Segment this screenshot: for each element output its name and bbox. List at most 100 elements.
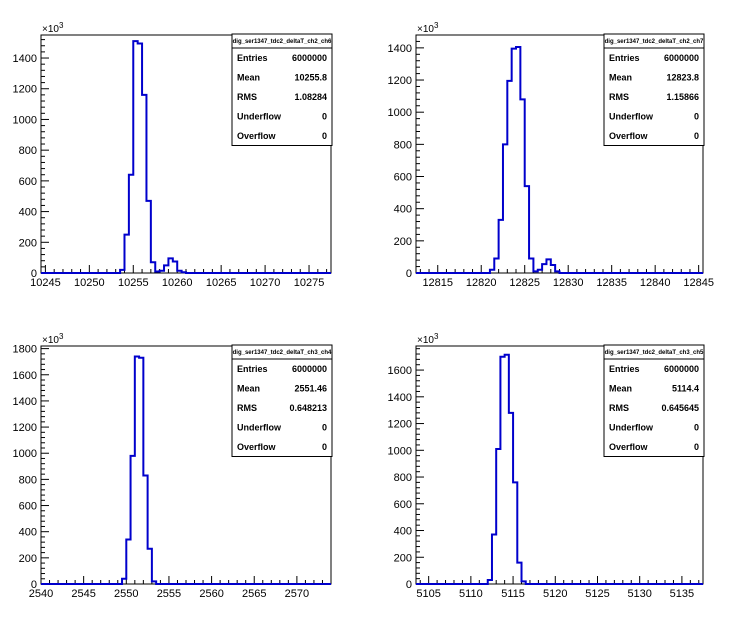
- y-tick-label: 0: [31, 579, 37, 591]
- y-tick-label: 0: [31, 268, 37, 280]
- y-tick-label: 800: [19, 474, 37, 486]
- y-exponent-power: 3: [434, 332, 439, 341]
- x-tick-label: 2570: [285, 588, 309, 600]
- y-tick-label: 400: [19, 207, 37, 219]
- x-tick-label: 12835: [596, 277, 627, 289]
- stats-title: dig_ser1347_tdc2_deltaT_ch2_ch7: [605, 39, 704, 45]
- x-tick-label: 2560: [199, 588, 223, 600]
- y-tick-label: 400: [394, 526, 412, 538]
- histogram-panel-1: 10245 10250 10255 10260 10265 10270 10275 0 200 4…: [13, 21, 333, 289]
- stats-label: Underflow: [609, 423, 654, 433]
- histogram-line: [41, 40, 331, 274]
- x-tick-label: 12830: [553, 277, 584, 289]
- histogram-line: [416, 46, 703, 274]
- stats-box: dig_ser1347_tdc2_deltaT_ch3_ch5 Entries 60…: [603, 344, 705, 457]
- stats-value: 6000000: [292, 53, 327, 63]
- y-exponent-label: ×103: [417, 21, 439, 35]
- y-tick-label: 1000: [388, 107, 412, 119]
- y-exponent-label: ×103: [417, 332, 439, 346]
- y-tick-label: 1200: [388, 75, 412, 87]
- y-exponent-power: 3: [434, 21, 439, 30]
- x-tick-label: 10270: [250, 277, 281, 289]
- y-tick-label: 1400: [13, 53, 37, 65]
- stats-value: 2551.46: [294, 384, 327, 394]
- y-exponent-label: ×103: [42, 332, 64, 346]
- x-tick-label: 10275: [294, 277, 325, 289]
- stats-box: dig_ser1347_tdc2_deltaT_ch2_ch7 Entries 60…: [603, 33, 705, 146]
- stats-label: Mean: [609, 73, 632, 83]
- y-tick-label: 1600: [388, 365, 412, 377]
- y-tick-label: 600: [19, 176, 37, 188]
- x-tick-label: 12845: [683, 277, 714, 289]
- y-tick-label: 1800: [13, 344, 37, 356]
- stats-label: RMS: [609, 92, 629, 102]
- y-tick-label: 600: [394, 499, 412, 511]
- x-tick-label: 12840: [640, 277, 671, 289]
- stats-label: Mean: [237, 384, 260, 394]
- stats-label: RMS: [237, 92, 257, 102]
- stats-label: Overflow: [609, 442, 649, 452]
- y-tick-label: 200: [19, 553, 37, 565]
- y-tick-label: 1000: [13, 448, 37, 460]
- stats-box-frame: [603, 33, 705, 146]
- y-tick-label: 1200: [13, 84, 37, 96]
- y-tick-label: 1200: [388, 419, 412, 431]
- x-tick-label: 10265: [206, 277, 237, 289]
- stats-value: 10255.8: [294, 73, 327, 83]
- stats-label: Entries: [237, 364, 268, 374]
- y-tick-label: 1400: [388, 43, 412, 55]
- y-tick-label: 1000: [388, 445, 412, 457]
- stats-label: Underflow: [237, 423, 282, 433]
- stats-title: dig_ser1347_tdc2_deltaT_ch2_ch6: [233, 39, 332, 45]
- stats-label: Overflow: [237, 131, 277, 141]
- y-tick-label: 1400: [13, 396, 37, 408]
- x-tick-label: 2565: [242, 588, 266, 600]
- stats-title: dig_ser1347_tdc2_deltaT_ch3_ch4: [233, 350, 332, 356]
- histogram-line: [416, 353, 703, 585]
- y-exponent-label: ×103: [42, 21, 64, 35]
- stats-value: 0.645645: [661, 403, 699, 413]
- stats-value: 0: [694, 423, 699, 433]
- stats-box-frame: [603, 344, 705, 457]
- y-tick-label: 0: [406, 579, 412, 591]
- x-tick-label: 2540: [29, 588, 53, 600]
- y-tick-label: 1600: [13, 370, 37, 382]
- stats-value: 0: [322, 423, 327, 433]
- stats-value: 6000000: [292, 364, 327, 374]
- stats-title: dig_ser1347_tdc2_deltaT_ch3_ch5: [605, 350, 704, 356]
- x-tick-label: 10245: [30, 277, 61, 289]
- x-tick-label: 10255: [118, 277, 149, 289]
- stats-label: Mean: [237, 73, 260, 83]
- stats-label: Underflow: [237, 112, 282, 122]
- stats-label: Entries: [609, 364, 640, 374]
- y-exponent-power: 3: [59, 332, 64, 341]
- stats-label: RMS: [237, 403, 257, 413]
- x-tick-label: 2550: [114, 588, 138, 600]
- stats-box-frame: [231, 33, 333, 146]
- stats-value: 6000000: [664, 364, 699, 374]
- y-tick-label: 200: [19, 237, 37, 249]
- stats-value: 0: [322, 442, 327, 452]
- stats-label: Underflow: [609, 112, 654, 122]
- x-tick-label: 5115: [501, 588, 525, 600]
- histogram-panel-2: 12815 12820 12825 12830 12835 12840 12845 0 200 4…: [388, 21, 714, 289]
- stats-label: RMS: [609, 403, 629, 413]
- y-tick-label: 400: [394, 204, 412, 216]
- y-tick-label: 800: [19, 145, 37, 157]
- x-tick-label: 10250: [74, 277, 105, 289]
- y-tick-label: 800: [394, 472, 412, 484]
- stats-box: dig_ser1347_tdc2_deltaT_ch3_ch4 Entries 60…: [231, 344, 333, 457]
- histogram-line: [41, 355, 331, 585]
- stats-label: Mean: [609, 384, 632, 394]
- x-tick-label: 5135: [670, 588, 694, 600]
- stats-value: 12823.8: [666, 73, 699, 83]
- y-tick-label: 200: [394, 236, 412, 248]
- stats-label: Entries: [237, 53, 268, 63]
- stats-value: 5114.4: [672, 384, 699, 394]
- y-tick-label: 0: [406, 268, 412, 280]
- y-tick-label: 600: [394, 172, 412, 184]
- x-tick-label: 5105: [416, 588, 440, 600]
- x-tick-label: 10260: [162, 277, 193, 289]
- stats-value: 0: [694, 442, 699, 452]
